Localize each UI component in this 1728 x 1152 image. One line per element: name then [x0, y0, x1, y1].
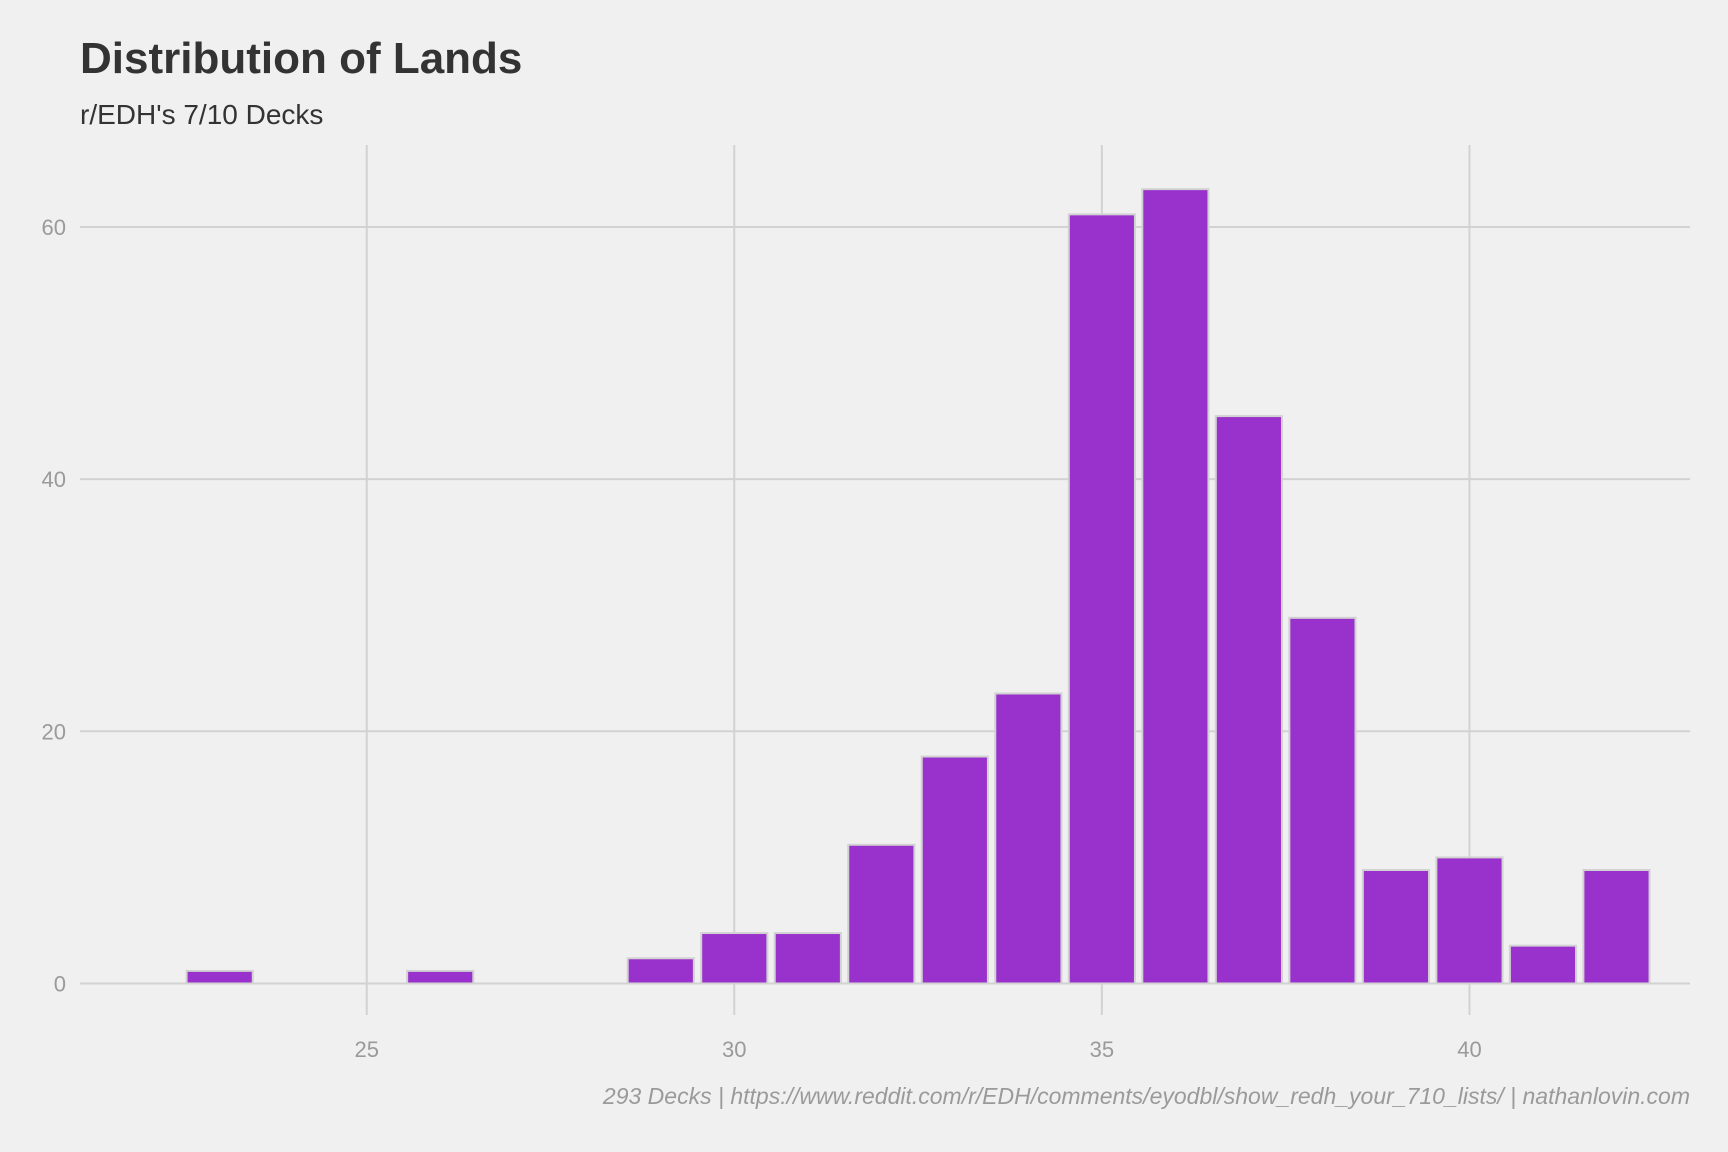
bars	[185, 188, 1651, 985]
chart-title: Distribution of Lands	[80, 34, 522, 83]
x-tick-label: 35	[1090, 1037, 1114, 1062]
x-tick-label: 30	[722, 1037, 746, 1062]
chart-caption: 293 Decks | https://www.reddit.com/r/EDH…	[602, 1083, 1690, 1109]
x-tick-label: 25	[354, 1037, 378, 1062]
histogram-bar	[994, 692, 1063, 985]
histogram-bar	[1067, 213, 1136, 985]
histogram-bar	[1361, 869, 1431, 985]
histogram-bar	[1582, 869, 1651, 985]
histogram-bar	[700, 932, 769, 985]
histogram-bar	[406, 969, 475, 985]
histogram-bar	[920, 755, 989, 985]
y-tick-label: 40	[42, 467, 66, 492]
histogram-bar	[847, 843, 916, 985]
histogram-bar	[185, 969, 254, 985]
y-tick-label: 0	[54, 971, 66, 996]
y-axis-ticks: 0 20 40 60	[42, 215, 66, 997]
histogram-bar	[773, 932, 842, 985]
y-tick-label: 20	[42, 719, 66, 744]
histogram-bar	[1508, 944, 1578, 985]
histogram-bar	[626, 957, 695, 985]
histogram-bar	[1288, 616, 1357, 985]
y-tick-label: 60	[42, 215, 66, 240]
histogram-bar	[1435, 856, 1504, 985]
histogram-bar	[1214, 415, 1283, 985]
histogram-bar	[1141, 188, 1210, 985]
x-axis-ticks: 25 30 35 40	[354, 1037, 1481, 1062]
x-tick-label: 40	[1457, 1037, 1481, 1062]
chart-subtitle: r/EDH's 7/10 Decks	[80, 99, 323, 130]
